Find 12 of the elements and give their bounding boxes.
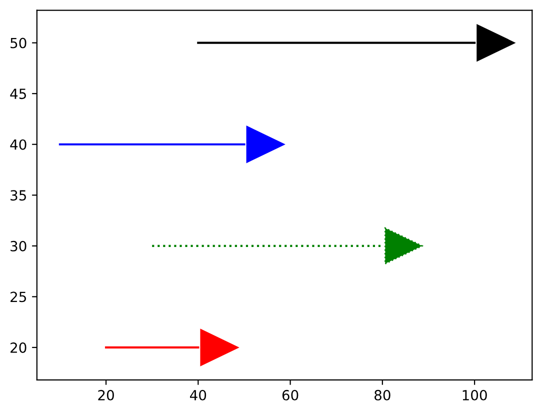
y-tick-label: 35	[10, 190, 26, 201]
y-tick-label: 20	[10, 342, 26, 353]
x-tick-label: 100	[462, 390, 487, 400]
x-tick-label: 60	[282, 390, 298, 400]
y-tick-label: 30	[10, 240, 26, 252]
y-tick-label: 45	[10, 88, 26, 100]
x-tick-label: 80	[374, 390, 390, 400]
x-tick-label: 40	[190, 390, 206, 400]
y-tick-label: 40	[10, 139, 26, 150]
y-tick-label: 25	[10, 292, 26, 302]
x-tick-label: 20	[98, 390, 114, 400]
y-tick-label: 50	[10, 38, 26, 48]
